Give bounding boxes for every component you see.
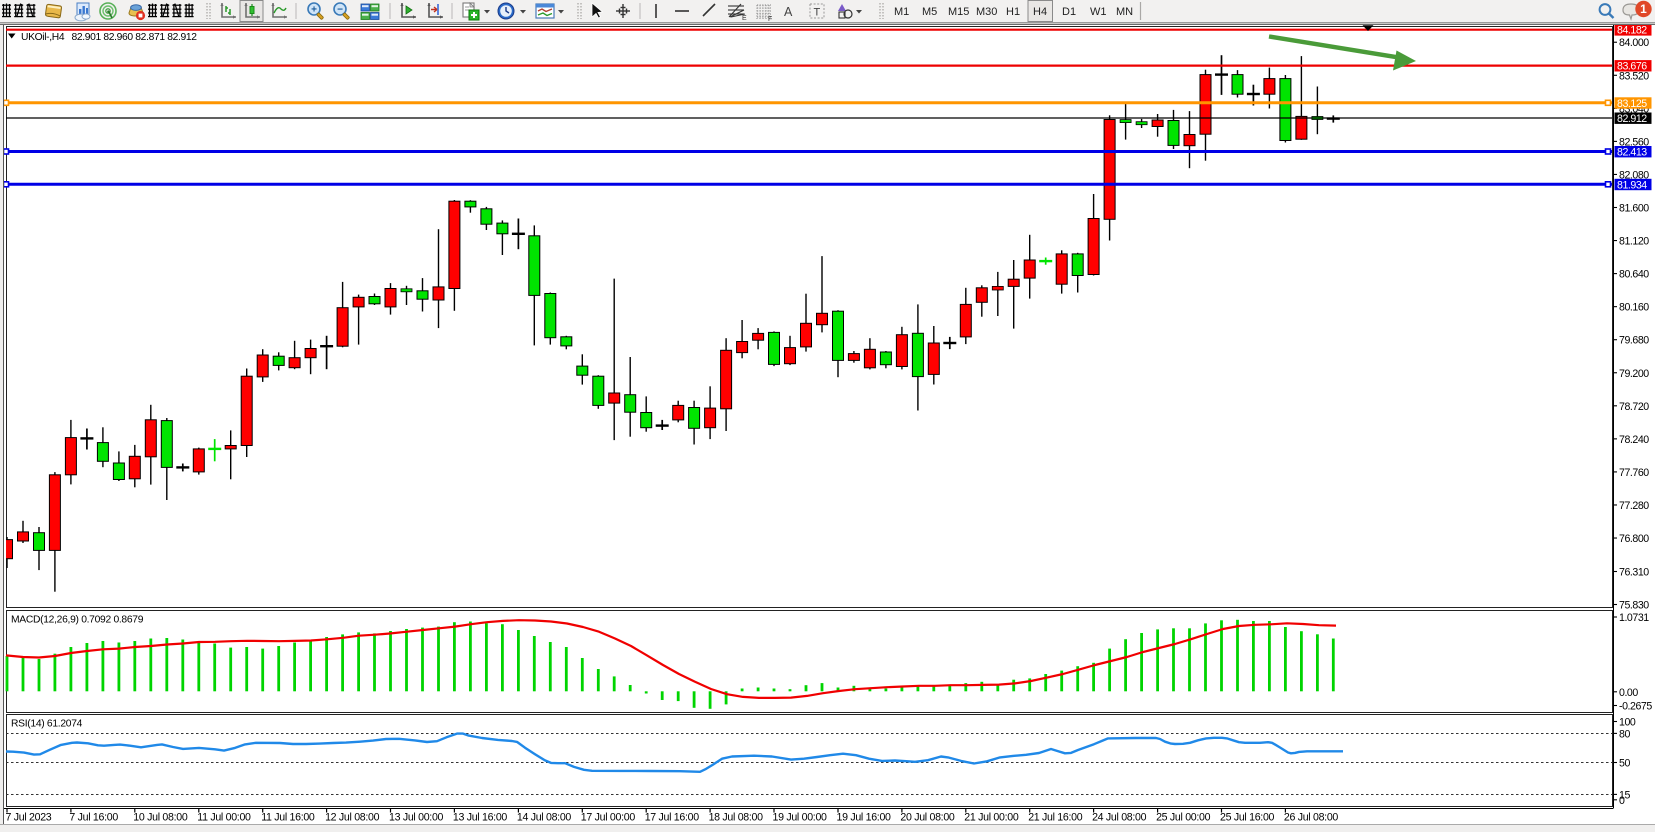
svg-text:0: 0: [1619, 795, 1625, 807]
svg-text:21 Jul 00:00: 21 Jul 00:00: [964, 812, 1019, 824]
svg-text:83.125: 83.125: [1617, 98, 1647, 110]
svg-text:25 Jul 00:00: 25 Jul 00:00: [1156, 812, 1211, 824]
svg-text:82.912: 82.912: [1617, 113, 1647, 125]
svg-text:80.640: 80.640: [1619, 269, 1649, 281]
svg-text:12 Jul 08:00: 12 Jul 08:00: [325, 812, 380, 824]
svg-text:83.676: 83.676: [1617, 61, 1647, 73]
svg-text:76.310: 76.310: [1619, 567, 1649, 579]
svg-text:7 Jul 16:00: 7 Jul 16:00: [69, 812, 118, 824]
svg-text:80: 80: [1619, 728, 1630, 740]
svg-text:M1: M1: [894, 6, 909, 18]
svg-text:H1: H1: [1006, 6, 1020, 18]
svg-text:76.800: 76.800: [1619, 533, 1649, 545]
svg-text:50: 50: [1619, 758, 1630, 770]
svg-text:20 Jul 08:00: 20 Jul 08:00: [900, 812, 955, 824]
svg-text:78.720: 78.720: [1619, 401, 1649, 413]
svg-text:84.000: 84.000: [1619, 37, 1649, 49]
svg-text:13 Jul 16:00: 13 Jul 16:00: [453, 812, 508, 824]
svg-text:17 Jul 16:00: 17 Jul 16:00: [645, 812, 700, 824]
svg-text:11 Jul 16:00: 11 Jul 16:00: [261, 812, 315, 824]
svg-text:84.182: 84.182: [1617, 25, 1647, 37]
svg-text:21 Jul 16:00: 21 Jul 16:00: [1028, 812, 1083, 824]
svg-text:M30: M30: [976, 6, 997, 18]
svg-text:82.560: 82.560: [1619, 136, 1649, 148]
svg-text:T: T: [814, 7, 821, 19]
svg-text:H4: H4: [1033, 6, 1047, 18]
svg-text:F: F: [768, 16, 772, 23]
svg-text:-0.2675: -0.2675: [1619, 701, 1652, 713]
svg-text:+: +: [311, 5, 317, 16]
svg-text:79.200: 79.200: [1619, 368, 1649, 380]
svg-text:75.830: 75.830: [1619, 600, 1649, 612]
svg-text:81.600: 81.600: [1619, 202, 1649, 214]
svg-text:19 Jul 16:00: 19 Jul 16:00: [837, 812, 892, 824]
svg-text:19 Jul 00:00: 19 Jul 00:00: [773, 812, 828, 824]
svg-text:14 Jul 08:00: 14 Jul 08:00: [517, 812, 572, 824]
svg-text:80.160: 80.160: [1619, 302, 1649, 314]
svg-text:E: E: [742, 15, 747, 22]
svg-text:11 Jul 00:00: 11 Jul 00:00: [197, 812, 251, 824]
svg-text:83.520: 83.520: [1619, 70, 1649, 82]
svg-text:A: A: [784, 5, 793, 19]
svg-text:25 Jul 16:00: 25 Jul 16:00: [1220, 812, 1275, 824]
svg-text:1: 1: [1640, 2, 1647, 16]
svg-text:77.760: 77.760: [1619, 467, 1649, 479]
svg-text:15: 15: [1619, 789, 1630, 801]
svg-text:24 Jul 08:00: 24 Jul 08:00: [1092, 812, 1147, 824]
svg-text:82.080: 82.080: [1619, 169, 1649, 181]
svg-text:1.0731: 1.0731: [1619, 612, 1649, 624]
svg-text:MN: MN: [1116, 6, 1133, 18]
svg-text:MACD(12,26,9) 0.7092 0.8679: MACD(12,26,9) 0.7092 0.8679: [11, 615, 144, 626]
svg-text:M15: M15: [948, 6, 969, 18]
svg-text:RSI(14) 61.2074: RSI(14) 61.2074: [11, 719, 83, 730]
svg-text:10 Jul 08:00: 10 Jul 08:00: [133, 812, 188, 824]
svg-text:81.934: 81.934: [1617, 179, 1647, 191]
svg-text:82.413: 82.413: [1617, 147, 1647, 159]
svg-text:18 Jul 08:00: 18 Jul 08:00: [709, 812, 764, 824]
svg-text:W1: W1: [1090, 6, 1107, 18]
svg-text:77.280: 77.280: [1619, 500, 1649, 512]
svg-text:UKOil-,H4 82.901 82.960 82.87: UKOil-,H4 82.901 82.960 82.871 82.912: [21, 32, 197, 43]
svg-text:−: −: [337, 5, 343, 16]
svg-text:D1: D1: [1062, 6, 1076, 18]
svg-text:100: 100: [1619, 717, 1636, 729]
svg-text:0.00: 0.00: [1619, 687, 1638, 699]
svg-text:7 Jul 2023: 7 Jul 2023: [6, 812, 52, 824]
svg-text:13 Jul 00:00: 13 Jul 00:00: [389, 812, 444, 824]
svg-text:17 Jul 00:00: 17 Jul 00:00: [581, 812, 636, 824]
svg-text:81.120: 81.120: [1619, 236, 1649, 248]
svg-text:26 Jul 08:00: 26 Jul 08:00: [1284, 812, 1339, 824]
svg-text:78.240: 78.240: [1619, 434, 1649, 446]
svg-text:79.680: 79.680: [1619, 335, 1649, 347]
svg-text:M5: M5: [922, 6, 937, 18]
